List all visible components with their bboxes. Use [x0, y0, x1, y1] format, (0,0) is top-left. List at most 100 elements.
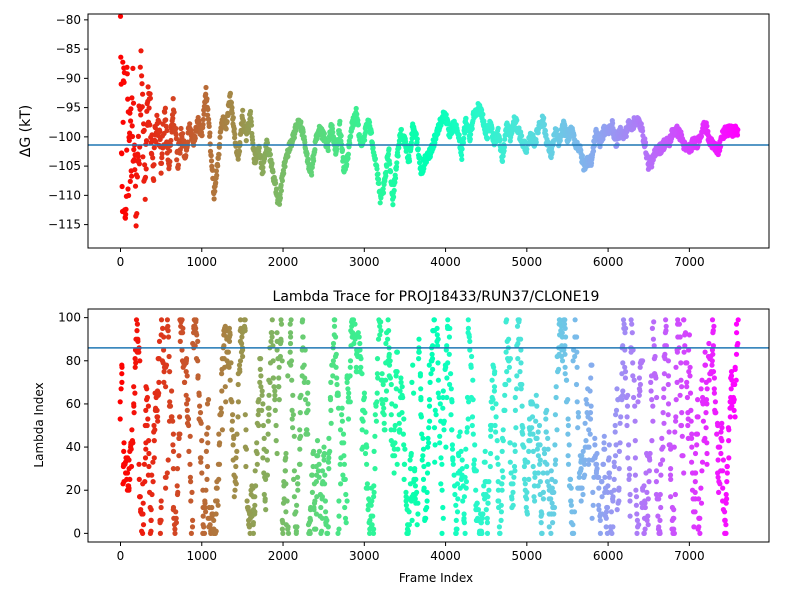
- lambda-point: [429, 351, 435, 357]
- lambda-point: [610, 494, 616, 500]
- lambda-point: [450, 461, 456, 467]
- lambda-point: [711, 386, 717, 392]
- delta-g-point: [207, 130, 213, 136]
- lambda-point: [216, 476, 222, 482]
- lambda-point: [205, 425, 211, 431]
- lambda-point: [713, 410, 719, 416]
- lambda-point: [401, 416, 407, 422]
- lambda-point: [283, 450, 289, 457]
- delta-g-point: [499, 158, 506, 164]
- lambda-point: [229, 399, 235, 405]
- lambda-point: [661, 394, 667, 401]
- delta-g-point: [392, 179, 398, 185]
- lambda-point: [633, 502, 640, 508]
- lambda-point: [481, 483, 487, 489]
- lambda-point: [443, 444, 449, 450]
- lambda-point: [512, 448, 518, 454]
- lambda-point: [229, 427, 235, 433]
- lambda-point: [202, 504, 208, 511]
- lambda-point: [552, 412, 559, 418]
- lambda-point: [302, 375, 308, 381]
- lambda-point: [359, 371, 365, 377]
- delta-g-point: [391, 187, 397, 194]
- lambda-point: [313, 526, 319, 532]
- lambda-point: [490, 405, 496, 411]
- y-tick-label: −105: [48, 159, 81, 173]
- lambda-point: [136, 461, 142, 467]
- lambda-point: [158, 498, 164, 504]
- delta-g-point: [354, 111, 360, 117]
- lambda-point: [663, 317, 669, 323]
- lambda-point: [268, 338, 274, 344]
- lambda-point: [260, 401, 266, 407]
- delta-g-point: [145, 84, 151, 90]
- lambda-point: [722, 509, 728, 515]
- lambda-point: [239, 340, 245, 347]
- lambda-point: [656, 496, 662, 502]
- lambda-point: [473, 487, 479, 493]
- lambda-point: [645, 513, 651, 519]
- lambda-point: [131, 384, 137, 390]
- lambda-point: [311, 500, 318, 506]
- lambda-point: [124, 470, 131, 476]
- lambda-point: [337, 427, 344, 433]
- lambda-point: [336, 513, 342, 519]
- lambda-point: [520, 425, 526, 431]
- lambda-point: [401, 461, 407, 467]
- lambda-point: [461, 517, 467, 524]
- lambda-point: [563, 399, 570, 405]
- lambda-point: [152, 427, 158, 433]
- delta-g-point: [459, 156, 465, 162]
- lambda-point: [468, 364, 474, 370]
- lambda-point: [575, 425, 581, 431]
- delta-g-point: [246, 126, 252, 132]
- delta-g-point: [203, 91, 209, 97]
- delta-g-point: [248, 122, 255, 128]
- lambda-point: [453, 530, 459, 537]
- lambda-point: [720, 457, 727, 463]
- lambda-point: [365, 485, 371, 491]
- lambda-point: [673, 364, 679, 370]
- lambda-point: [440, 504, 446, 511]
- y-tick-label: −95: [56, 101, 81, 115]
- delta-g-point: [408, 140, 414, 146]
- lambda-point: [330, 358, 336, 364]
- delta-g-point: [124, 71, 130, 77]
- lambda-point: [723, 522, 729, 528]
- lambda-point: [684, 384, 690, 390]
- lambda-point: [552, 442, 558, 448]
- lambda-point: [616, 485, 622, 491]
- lambda-point: [170, 431, 176, 437]
- lambda-point: [188, 530, 194, 537]
- lambda-point: [224, 358, 230, 364]
- delta-g-point: [264, 140, 270, 146]
- delta-g-point: [151, 177, 157, 183]
- lambda-point: [659, 435, 665, 441]
- lambda-point: [118, 386, 124, 392]
- delta-g-point: [212, 188, 218, 194]
- lambda-point: [482, 448, 488, 454]
- lambda-point: [703, 410, 709, 416]
- lambda-point: [645, 496, 651, 502]
- lambda-point: [387, 358, 393, 364]
- lambda-point: [646, 479, 652, 485]
- delta-g-point: [157, 128, 163, 135]
- lambda-point: [637, 381, 644, 388]
- lambda-point: [301, 379, 307, 385]
- lambda-point: [164, 470, 170, 476]
- lambda-point: [439, 530, 445, 537]
- lambda-point: [418, 397, 424, 403]
- lambda-point: [397, 427, 403, 433]
- delta-g-point: [695, 143, 701, 149]
- lambda-point: [176, 453, 182, 459]
- delta-g-point: [162, 109, 168, 115]
- lambda-point: [706, 377, 712, 383]
- delta-g-point: [281, 170, 287, 176]
- lambda-point: [688, 407, 694, 413]
- lambda-point: [582, 457, 588, 463]
- lambda-point: [209, 504, 215, 511]
- lambda-point: [339, 405, 345, 411]
- delta-g-point: [151, 145, 157, 151]
- delta-g-point: [557, 137, 563, 144]
- delta-g-point: [376, 180, 382, 186]
